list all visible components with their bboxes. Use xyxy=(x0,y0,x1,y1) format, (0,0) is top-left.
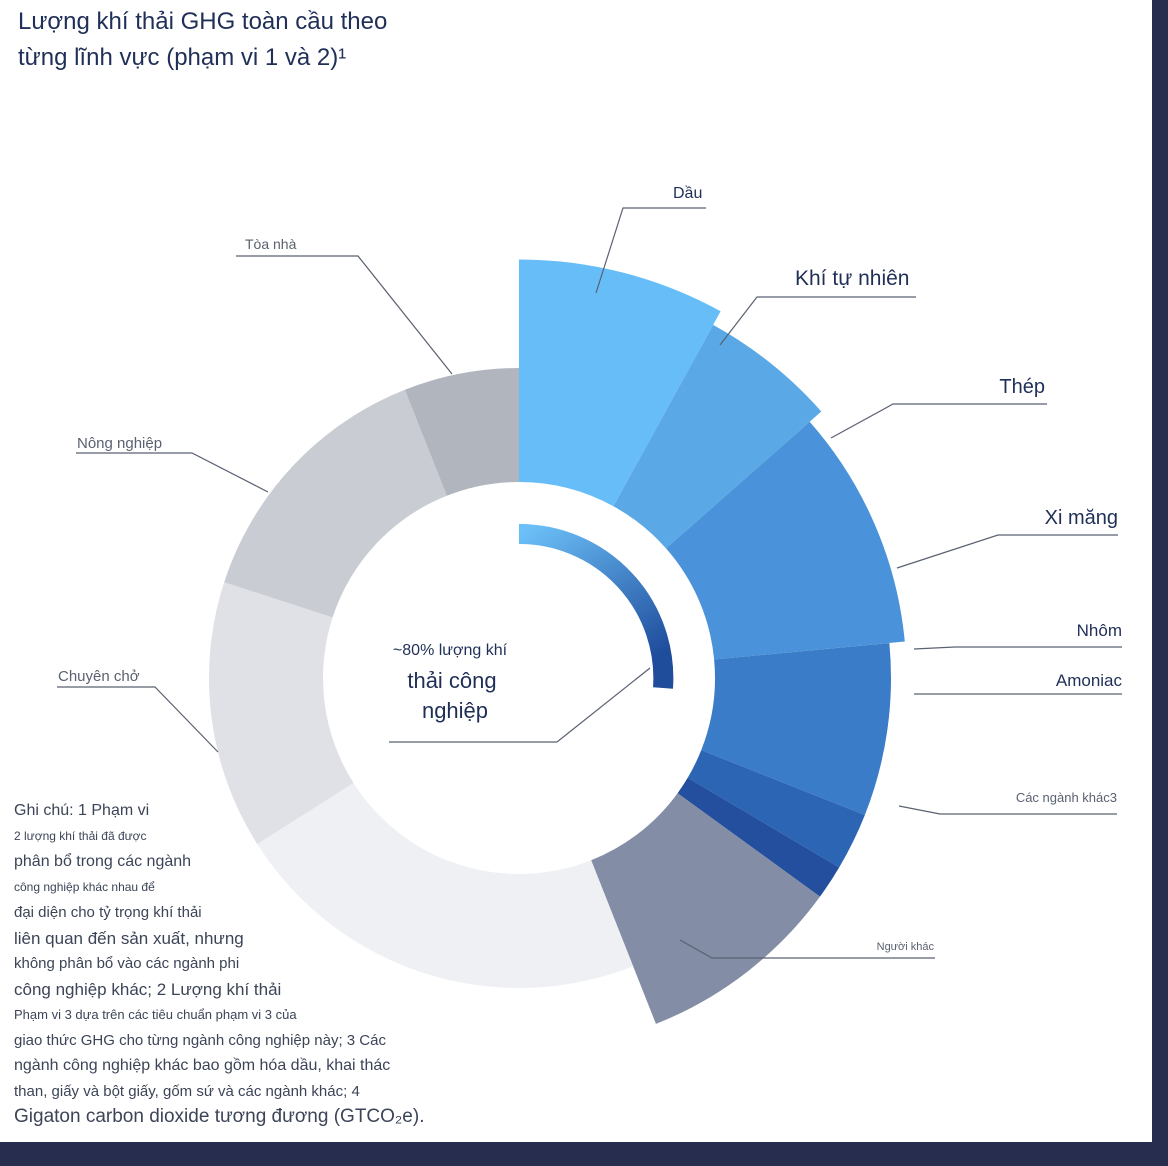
leader-line-xi-mang xyxy=(896,534,1118,569)
leader-line-nong-nghiep xyxy=(76,452,269,493)
footnotes: Ghi chú: 1 Phạm vi 2 lượng khí thải đã đư… xyxy=(14,798,444,1130)
title-line-1: Lượng khí thải GHG toàn cầu theo xyxy=(18,8,388,35)
title-line-2: từng lĩnh vực (phạm vi 1 và 2)¹ xyxy=(18,44,347,71)
slice-toa-nha xyxy=(404,368,519,496)
footnote-line: công nghiệp khác; 2 Lượng khí thải xyxy=(14,979,282,999)
slice-label-dau: Dầu xyxy=(673,185,702,202)
slice-chuyen-cho xyxy=(208,582,354,845)
slice-nhom xyxy=(687,750,865,868)
slice-khi-tu-nhien xyxy=(613,324,822,549)
slice-label-nhom: Nhôm xyxy=(1077,621,1122,640)
leader-line-chuyen-cho xyxy=(57,686,219,753)
slice-label-chuyen-cho: Chuyên chở xyxy=(58,668,140,685)
slice-label-nong-nghiep: Nông nghiệp xyxy=(77,435,162,452)
donut-chart: Dầu Khí tự nhiên Thép Xi măng Nhôm Amoniac Các… xyxy=(57,185,1123,1024)
footnote-line: than, giấy và bột giấy, gốm sứ và các ng… xyxy=(14,1082,360,1100)
center-leader-line xyxy=(556,667,651,743)
leader-line-dau xyxy=(595,207,706,294)
leader-line-nguoi-khac xyxy=(679,939,935,959)
footnote-line: 2 lượng khí thải đã được xyxy=(14,828,147,843)
leader-line-cac-nganh-khac3 xyxy=(898,805,1117,815)
inner-progress-arc xyxy=(518,523,674,689)
slice-label-khi-tu-nhien: Khí tự nhiên xyxy=(795,267,909,290)
leader-line-khi-tu-nhien xyxy=(719,296,916,346)
footnote-line: liên quan đến sản xuất, nhưng xyxy=(14,928,244,948)
slice-label-xi-mang: Xi măng xyxy=(1045,507,1118,529)
leader-line-toa-nha xyxy=(236,255,453,375)
chart-panel: Lượng khí thải GHG toàn cầu theo từng lĩ… xyxy=(0,0,1152,1142)
footnote-line: Gigaton carbon dioxide tương đương (GTCO… xyxy=(14,1106,425,1127)
footnote-line: Phạm vi 3 dựa trên các tiêu chuẩn phạm v… xyxy=(14,1007,297,1022)
slice-label-thep: Thép xyxy=(999,376,1045,398)
footnote-line: ngành công nghiệp khác bao gồm hóa dầu, … xyxy=(14,1057,391,1074)
center-label-line-2: thải công xyxy=(407,668,496,693)
slice-dau xyxy=(519,259,721,507)
leader-line-thep xyxy=(830,403,1047,439)
slice-amoniac xyxy=(677,777,840,897)
slice-label-nguoi-khac: Người khác xyxy=(877,941,935,953)
leader-line-nhom xyxy=(913,646,1122,650)
footnote-line: đại diện cho tỷ trọng khí thải xyxy=(14,904,202,921)
slice-thep xyxy=(666,421,905,660)
slice-xi-mang xyxy=(701,642,891,815)
footnote-line: công nghiệp khác nhau để xyxy=(14,879,155,894)
center-label-line-3: nghiệp xyxy=(422,698,488,723)
chart-title: Lượng khí thải GHG toàn cầu theo từng lĩ… xyxy=(18,4,387,76)
slice-cac-nganh-khac3 xyxy=(591,793,820,1024)
footnote-line: Ghi chú: 1 Phạm vi xyxy=(14,802,150,819)
slice-label-cac-nganh-khac3: Các ngành khác3 xyxy=(1016,790,1117,805)
slice-label-amoniac: Amoniac xyxy=(1056,671,1123,690)
center-label-line-1: ~80% lượng khí xyxy=(393,642,508,659)
slice-label-toa-nha: Tòa nhà xyxy=(245,236,297,252)
footnote-line: giao thức GHG cho từng ngành công nghiệp… xyxy=(14,1031,386,1049)
slice-nguoi-khac xyxy=(257,783,634,988)
footnote-line: không phân bổ vào các ngành phi xyxy=(14,955,240,972)
slice-nong-nghiep xyxy=(224,389,447,618)
footnote-line: phân bổ trong các ngành xyxy=(14,853,192,870)
